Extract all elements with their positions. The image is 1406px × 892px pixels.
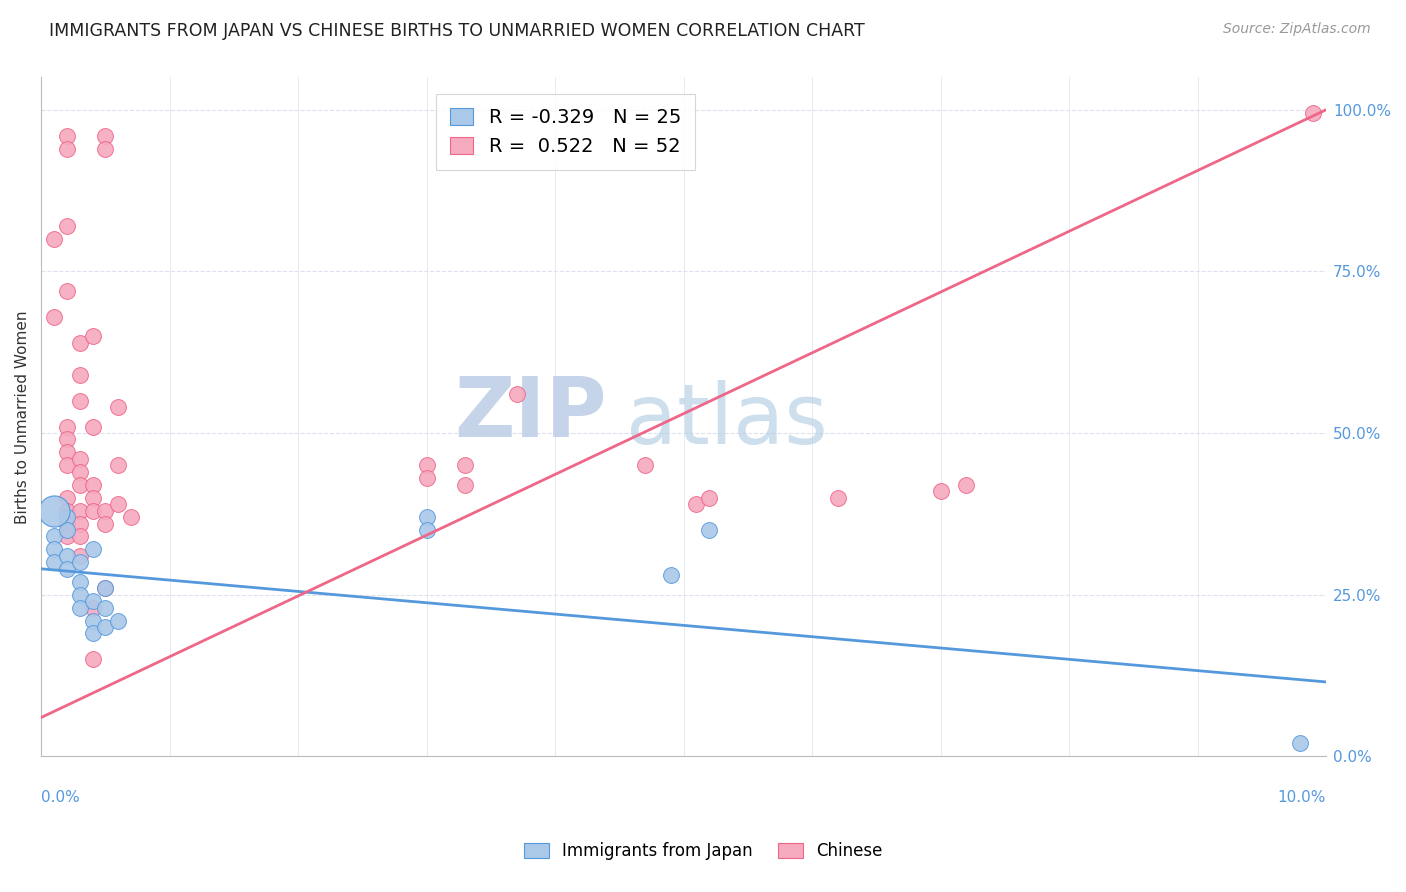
Point (42, 542, 65, 557)
Point (107, 458, 129, 473)
Point (69, 529, 91, 543)
Text: Source: ZipAtlas.com: Source: ZipAtlas.com (1223, 22, 1371, 37)
Legend: R = -0.329   N = 25, R =  0.522   N = 52: R = -0.329 N = 25, R = 0.522 N = 52 (436, 94, 695, 169)
Point (415, 523, 437, 537)
Point (94, 142, 117, 156)
Text: 0.0%: 0.0% (41, 790, 80, 805)
Point (69, 465, 91, 479)
Point (107, 400, 129, 414)
Point (82, 419, 104, 434)
Text: ZIP: ZIP (454, 373, 606, 454)
Point (82, 626, 104, 640)
Point (56, 433, 79, 447)
Point (69, 588, 91, 602)
Legend: Immigrants from Japan, Chinese: Immigrants from Japan, Chinese (513, 832, 893, 871)
Point (107, 497, 129, 511)
Point (56, 523, 79, 537)
Point (69, 555, 91, 569)
Point (42, 310, 65, 324)
Point (454, 458, 477, 473)
Point (697, 523, 720, 537)
Point (685, 497, 707, 511)
Point (42, 555, 65, 569)
Point (69, 549, 91, 563)
Point (94, 516, 117, 531)
Point (94, 503, 117, 517)
Point (82, 594, 104, 608)
Point (69, 600, 91, 615)
Point (56, 458, 79, 473)
Point (69, 477, 91, 491)
Point (69, 393, 91, 408)
Point (82, 329, 104, 343)
Point (82, 503, 104, 517)
Point (56, 219, 79, 234)
Text: 10.0%: 10.0% (1278, 790, 1326, 805)
Point (827, 491, 849, 505)
Point (82, 614, 104, 628)
Point (82, 600, 104, 615)
Point (94, 581, 117, 595)
Text: IMMIGRANTS FROM JAPAN VS CHINESE BIRTHS TO UNMARRIED WOMEN CORRELATION CHART: IMMIGRANTS FROM JAPAN VS CHINESE BIRTHS … (49, 22, 865, 40)
Point (955, 477, 977, 491)
Point (56, 562, 79, 576)
Point (69, 503, 91, 517)
Point (1302, 106, 1324, 120)
Point (56, 503, 79, 517)
Point (69, 516, 91, 531)
Point (69, 368, 91, 382)
Point (659, 568, 682, 582)
Point (94, 128, 117, 143)
Point (42, 232, 65, 246)
Point (56, 419, 79, 434)
Point (56, 516, 79, 531)
Point (56, 529, 79, 543)
Point (929, 484, 952, 499)
Point (415, 471, 437, 485)
Point (69, 574, 91, 589)
Point (56, 128, 79, 143)
Point (697, 491, 720, 505)
Point (1289, 736, 1312, 750)
Point (69, 451, 91, 466)
Point (82, 542, 104, 557)
Point (634, 458, 657, 473)
Point (120, 510, 142, 524)
Point (56, 510, 79, 524)
Point (415, 510, 437, 524)
Point (42, 503, 65, 517)
Point (56, 142, 79, 156)
Point (69, 335, 91, 350)
Point (107, 614, 129, 628)
Point (82, 491, 104, 505)
Point (82, 652, 104, 666)
Point (94, 581, 117, 595)
Point (454, 477, 477, 491)
Point (94, 600, 117, 615)
Point (415, 458, 437, 473)
Point (94, 620, 117, 634)
Point (505, 387, 527, 401)
Point (56, 549, 79, 563)
Point (42, 529, 65, 543)
Point (56, 445, 79, 459)
Y-axis label: Births to Unmarried Women: Births to Unmarried Women (15, 310, 30, 524)
Point (82, 477, 104, 491)
Text: atlas: atlas (626, 380, 828, 461)
Point (56, 284, 79, 298)
Point (56, 491, 79, 505)
